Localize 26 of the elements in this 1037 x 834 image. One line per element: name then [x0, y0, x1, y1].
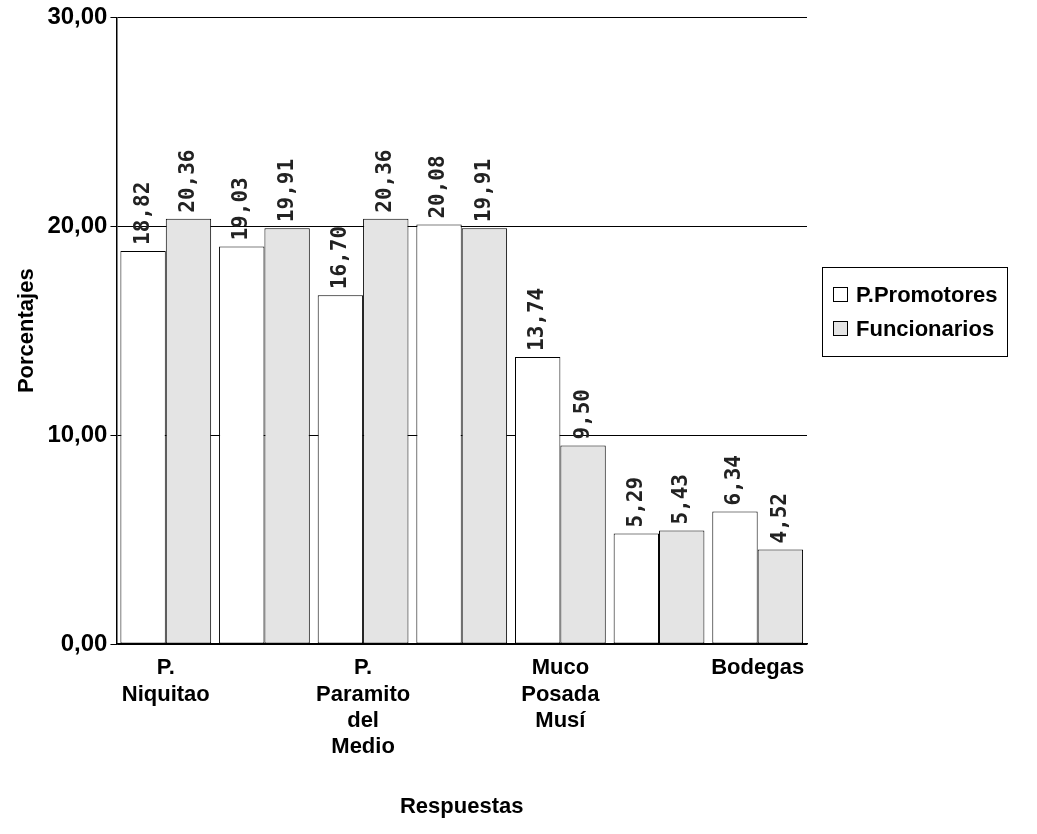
- y-axis-title: Porcentajes: [13, 268, 39, 394]
- x-tick-label: P. Niquitao: [121, 654, 210, 706]
- data-label: 20,08: [425, 155, 450, 219]
- data-label: 13,74: [524, 287, 549, 352]
- x-tick-label: Muco Posada Musí: [521, 654, 601, 733]
- y-tick-label: 10,00: [47, 419, 108, 447]
- data-label: 19,91: [470, 158, 495, 223]
- data-label: 5,29: [622, 476, 647, 528]
- data-label: 20,36: [372, 149, 397, 213]
- y-tick-label: 30,00: [47, 2, 108, 30]
- x-axis-title: Respuestas: [399, 792, 524, 818]
- data-label: 18,82: [129, 181, 154, 245]
- legend-label: Funcionarios: [856, 315, 995, 342]
- data-label: 6,34: [721, 455, 746, 506]
- x-tick-label: P. Paramito del Medio: [316, 654, 411, 759]
- y-tick-label: 0,00: [60, 628, 108, 656]
- data-label: 5,43: [668, 474, 693, 525]
- text: P.Promotores: [856, 281, 998, 308]
- data-label: 20,36: [174, 149, 199, 213]
- data-label: 4,52: [766, 493, 791, 544]
- data-label: 19,03: [228, 177, 253, 241]
- x-tick-label: Bodegas: [711, 654, 805, 680]
- data-label: 9,50: [569, 389, 594, 440]
- data-label: 19,91: [273, 158, 298, 223]
- y-tick-label: 20,00: [47, 210, 108, 238]
- data-label: 16,70: [326, 225, 351, 290]
